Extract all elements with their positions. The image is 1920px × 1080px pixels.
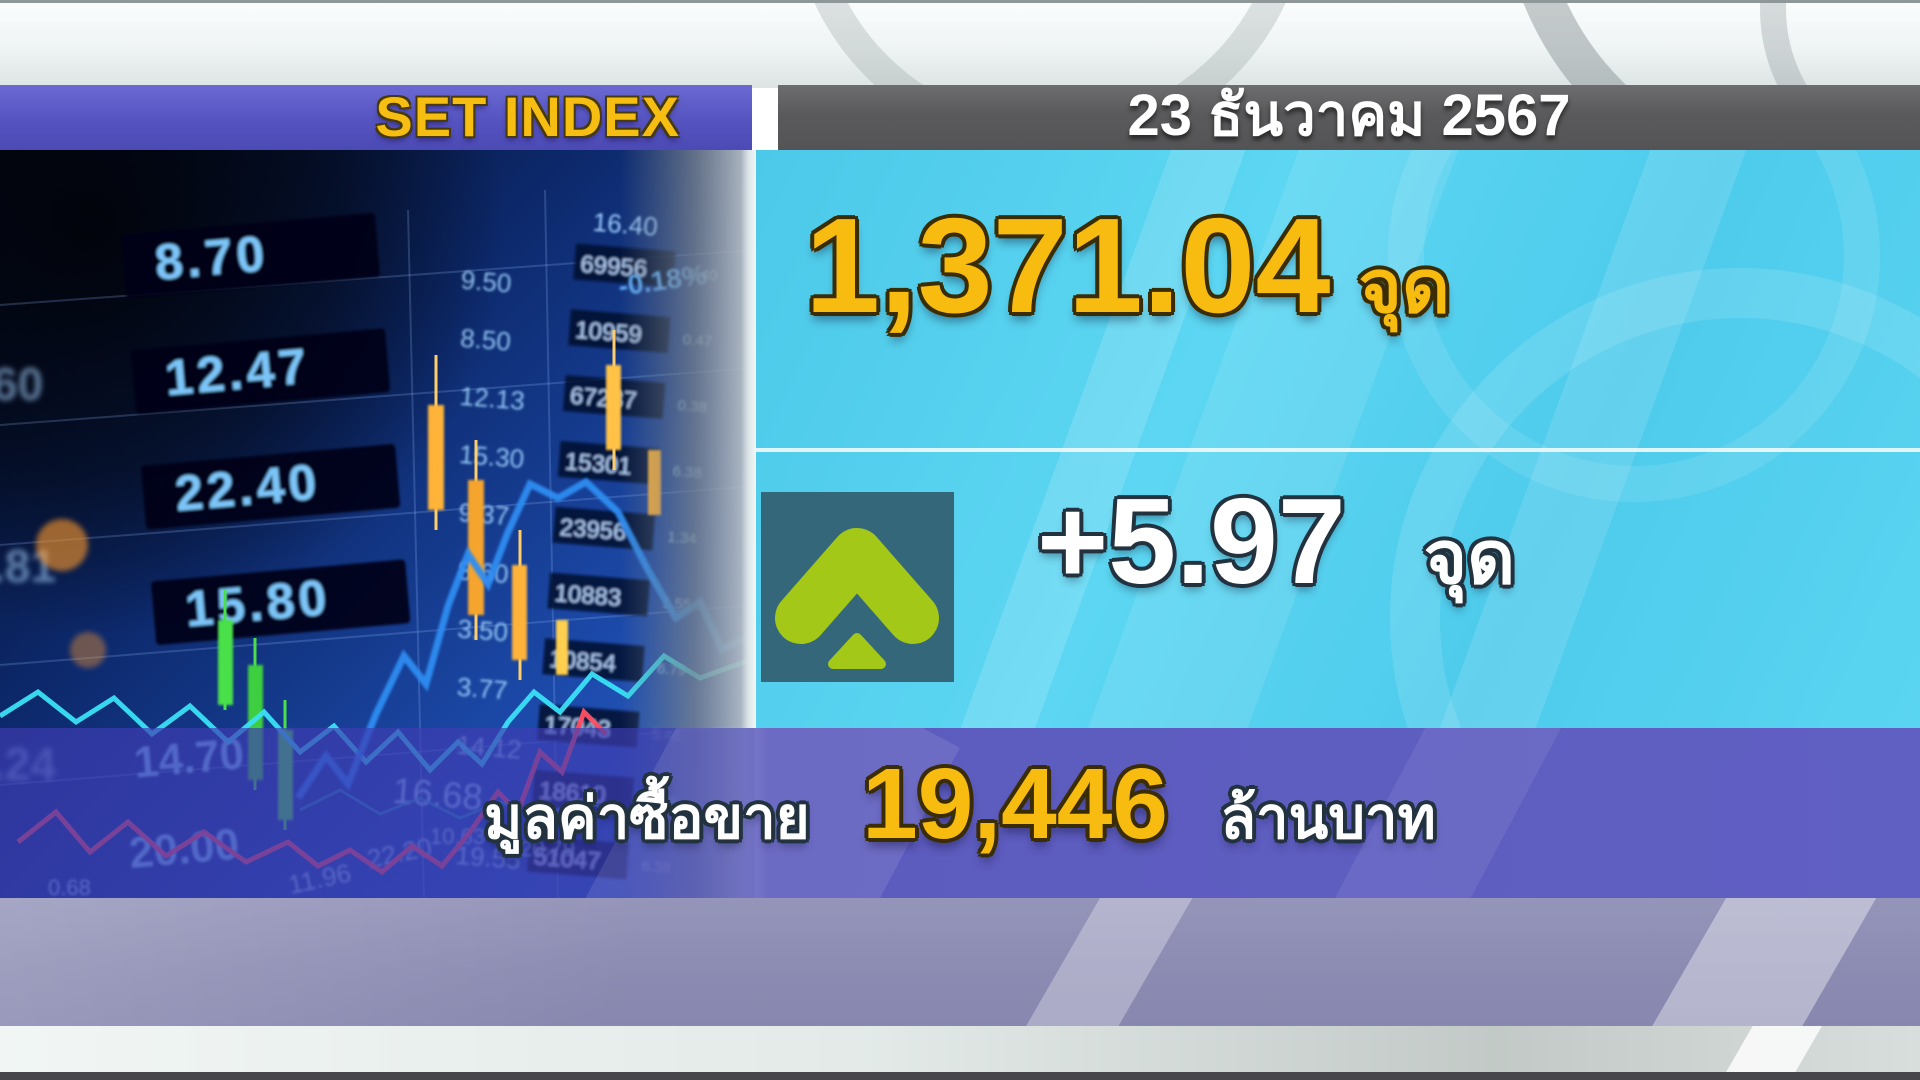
svg-text:10883: 10883 [554,580,623,612]
light-streak [1714,1026,1826,1072]
index-change-unit: จุด [1423,516,1516,599]
svg-text:9.50: 9.50 [460,265,513,299]
svg-text:15.80: 15.80 [183,569,332,637]
page-title: SET INDEX [375,85,680,148]
svg-text:8.70: 8.70 [153,225,271,291]
svg-text:12.47: 12.47 [163,338,312,406]
svg-text:3.50: 3.50 [456,613,509,647]
turnover-unit: ล้านบาท [1220,786,1436,851]
vertical-divider [741,150,756,728]
svg-text:3.77: 3.77 [456,672,509,706]
index-change-value: +5.97 [1037,473,1346,609]
svg-text:23956: 23956 [559,514,628,546]
svg-text:22.40: 22.40 [173,453,322,521]
turnover-band: มูลค่าซื้อขาย 19,446 ล้านบาท [0,728,1920,898]
price-rows-left: 8.70 12.47 22.40 15.80 [120,212,411,645]
index-unit: จุด [1358,245,1450,328]
up-arrow-icon [761,492,954,682]
svg-text:60: 60 [0,358,43,410]
index-panel: 1,371.04 จุด +5.97 จุด [755,150,1920,728]
date-bar: 23 ธันวาคม 2567 [778,85,1920,150]
svg-text:12.13: 12.13 [459,381,526,416]
light-shade [0,898,900,1026]
bottom-dark-strip [0,1072,1920,1080]
light-streak [985,898,1215,1026]
turnover-row: มูลค่าซื้อขาย 19,446 ล้านบาท [0,754,1920,854]
lavender-band [0,898,1920,1026]
swirl-curve [790,3,1310,88]
index-change-row: +5.97 จุด [1037,480,1515,602]
light-streak [1618,898,1892,1026]
swirl-curve [1760,3,1920,88]
index-value: 1,371.04 [805,190,1331,341]
date-label: 23 ธันวาคม 2567 [1127,83,1571,148]
turnover-value: 19,446 [862,748,1168,860]
title-bar: SET INDEX [0,85,752,150]
svg-text:15.30: 15.30 [458,439,525,474]
index-value-row: 1,371.04 จุด [805,198,1450,333]
light-band [0,1026,1920,1072]
top-decorative-band [0,0,1920,88]
turnover-label: มูลค่าซื้อขาย [484,786,810,851]
svg-text:8.50: 8.50 [459,323,512,357]
horizontal-divider [755,448,1920,452]
